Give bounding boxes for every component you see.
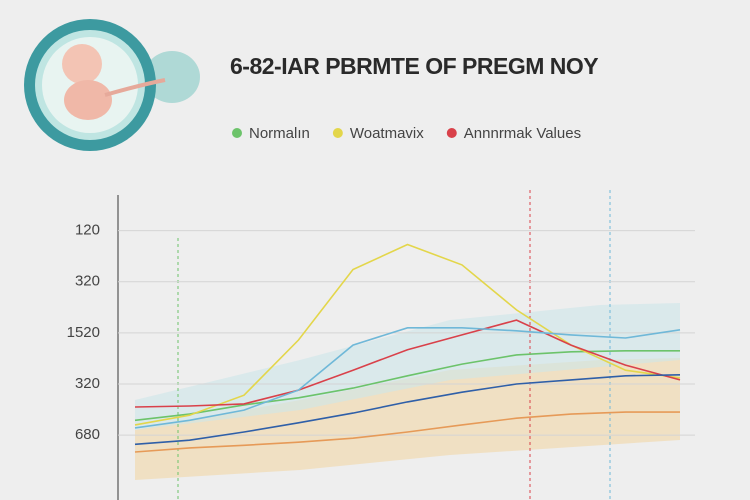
y-tick-label: 1520 — [67, 324, 100, 341]
series-line — [134, 319, 681, 408]
band — [135, 303, 680, 430]
legend-marker — [232, 128, 242, 138]
legend-marker — [332, 128, 343, 138]
legend-label: Woatmavix — [350, 125, 424, 142]
legend-marker — [446, 128, 457, 138]
y-tick-label: 320 — [75, 375, 100, 392]
series-line — [134, 243, 681, 426]
y-tick-label: 120 — [75, 222, 100, 239]
y-tick-label: 680 — [75, 426, 100, 443]
band — [135, 358, 680, 480]
series-line — [134, 374, 681, 446]
y-tick-label: 320 — [75, 273, 100, 290]
legend-label: Annnrmak Values — [464, 125, 581, 142]
fetus-icon — [24, 19, 200, 151]
series-line — [134, 411, 680, 453]
series-line — [134, 327, 681, 429]
legend-label: Normalın — [249, 125, 310, 142]
chart-title: 6-82-IAR PBRMTE OF PREGM NOY — [230, 53, 598, 79]
